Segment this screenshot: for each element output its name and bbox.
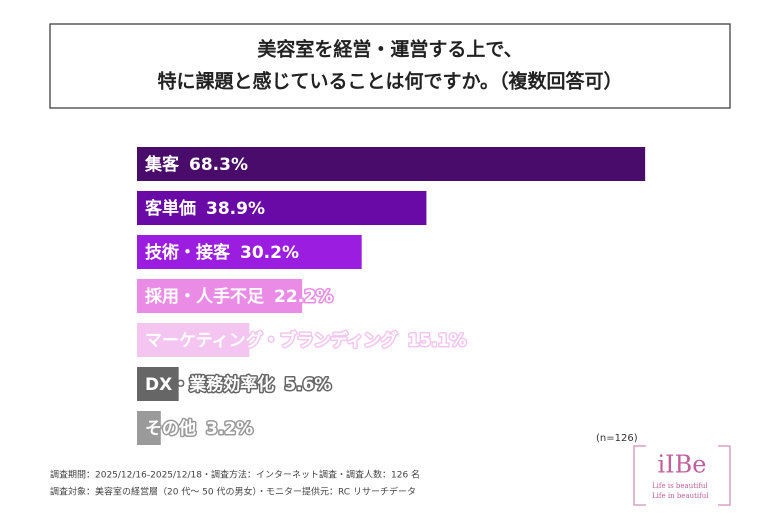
bar-label: 客単価 38.9%	[144, 198, 265, 219]
bar	[137, 367, 179, 401]
bar-label: 技術・接客 30.2%	[145, 242, 299, 263]
bar-label: 集客 68.3%	[144, 154, 248, 175]
sample-note: (n=126)	[596, 433, 638, 444]
value-label: 22.2%	[274, 287, 333, 307]
logo-line: Life in beautiful	[652, 492, 709, 500]
bar-label: その他 3.2%	[145, 418, 253, 439]
logo-name: iIBe	[658, 451, 707, 479]
category-label: 客単価	[144, 198, 196, 219]
chart-title: 美容室を経営・運営する上で、	[257, 38, 522, 61]
value-label: 15.1%	[407, 331, 466, 351]
bar-label: DX・業務効率化 5.6%	[145, 374, 331, 395]
category-label: 集客	[144, 154, 180, 175]
category-label: 採用・人手不足	[145, 286, 264, 307]
category-label: DX・業務効率化	[145, 374, 274, 395]
bar	[137, 147, 646, 181]
bar	[137, 323, 250, 357]
value-label: 38.9%	[206, 199, 265, 219]
bar	[137, 279, 303, 313]
bar-label: マーケティング・ブランディング 15.1%	[145, 330, 466, 351]
bar	[137, 411, 161, 445]
footnote: 調査対象：美容室の経営層（20 代～ 50 代の男女）・モニター提供元：RC リ…	[50, 486, 416, 498]
category-label: その他	[145, 418, 196, 439]
category-label: マーケティング・ブランディング	[145, 330, 397, 351]
value-label: 30.2%	[240, 243, 299, 263]
bar	[137, 235, 362, 269]
bar	[137, 191, 427, 225]
value-label: 5.6%	[284, 375, 331, 395]
bar-label: 採用・人手不足 22.2%	[145, 286, 333, 307]
logo-line: Life is beautiful	[652, 482, 708, 490]
chart-title: 特に課題と感じていることは何ですか。（複数回答可）	[157, 70, 622, 93]
title-box	[49, 23, 731, 109]
value-label: 68.3%	[189, 155, 248, 175]
category-label: 技術・接客	[145, 242, 231, 263]
logo-frame	[633, 445, 731, 506]
value-label: 3.2%	[206, 419, 253, 439]
footnote: 調査期間：2025/12/16-2025/12/18・調査方法：インターネット調…	[50, 469, 420, 481]
